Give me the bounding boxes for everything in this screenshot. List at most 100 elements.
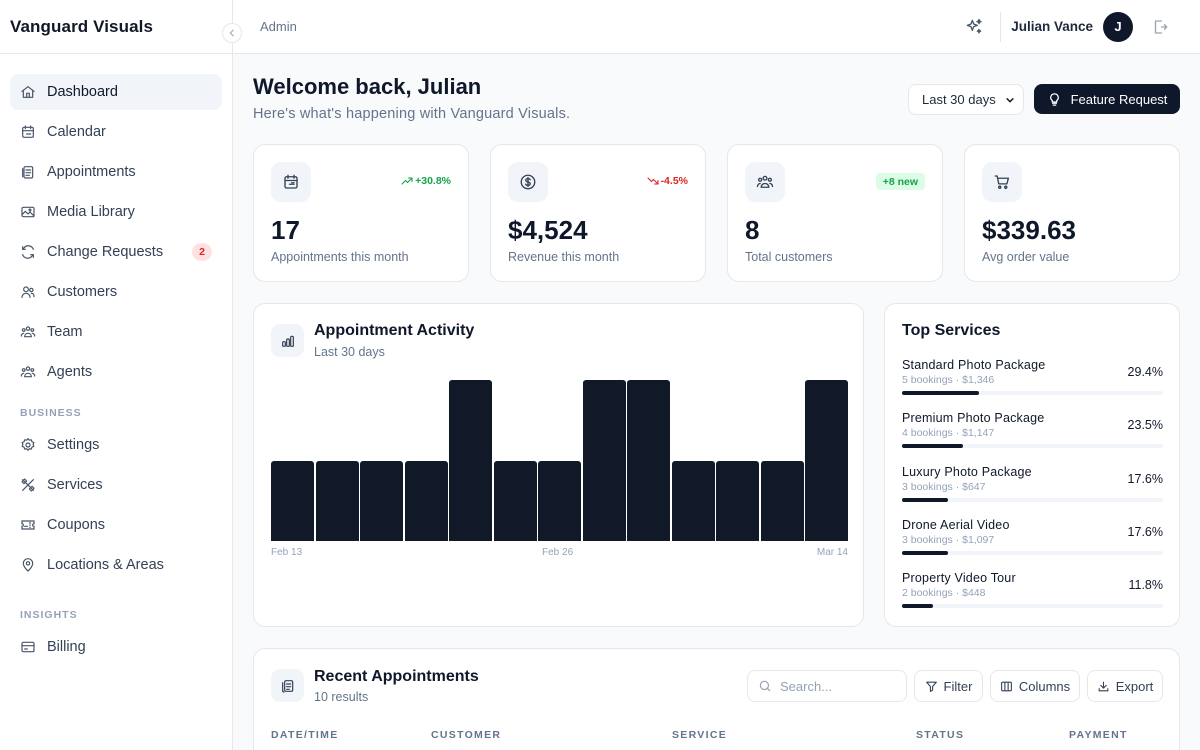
column-header-customer[interactable]: CUSTOMER bbox=[431, 729, 502, 741]
service-name: Luxury Photo Package bbox=[902, 465, 1032, 479]
card-title: Appointment Activity bbox=[314, 322, 475, 339]
sidebar-item-team[interactable]: Team bbox=[10, 314, 222, 350]
chart-bar[interactable] bbox=[449, 380, 492, 541]
service-item[interactable]: Property Video Tour 2 bookings · $448 11… bbox=[902, 571, 1163, 621]
columns-icon bbox=[1000, 680, 1019, 693]
date-range-value: Last 30 days bbox=[922, 92, 996, 107]
stat-card-appointments: +30.8% 17 Appointments this month bbox=[253, 144, 469, 282]
user-name: Julian Vance bbox=[1011, 19, 1093, 34]
sidebar-item-label: Calendar bbox=[47, 124, 106, 140]
chart-bar[interactable] bbox=[538, 460, 581, 541]
chart-bar[interactable] bbox=[627, 380, 670, 541]
sparkle-icon[interactable] bbox=[964, 17, 984, 37]
chart-bar[interactable] bbox=[404, 460, 448, 541]
chevron-left-icon bbox=[227, 28, 237, 38]
chart-bar[interactable] bbox=[671, 460, 715, 541]
progress-fill bbox=[902, 444, 964, 448]
section-label-business: BUSINESS bbox=[20, 407, 82, 419]
trend-value: +30.8% bbox=[415, 175, 451, 187]
sidebar-item-calendar[interactable]: Calendar bbox=[10, 114, 222, 150]
tools-icon bbox=[20, 477, 36, 493]
service-name: Standard Photo Package bbox=[902, 358, 1046, 372]
collapse-sidebar-button[interactable] bbox=[222, 23, 242, 43]
service-item[interactable]: Drone Aerial Video 3 bookings · $1,097 1… bbox=[902, 518, 1163, 568]
column-header-payment[interactable]: PAYMENT bbox=[1069, 729, 1128, 741]
chart-bar[interactable] bbox=[271, 460, 314, 541]
search-placeholder: Search... bbox=[780, 678, 833, 694]
column-header-status[interactable]: STATUS bbox=[916, 729, 965, 741]
sidebar-item-change-requests[interactable]: Change Requests 2 bbox=[10, 234, 222, 270]
stat-value: $4,524 bbox=[508, 215, 588, 245]
sidebar-item-customers[interactable]: Customers bbox=[10, 274, 222, 310]
sidebar-item-settings[interactable]: Settings bbox=[10, 427, 222, 463]
chart-bar[interactable] bbox=[805, 380, 848, 541]
appointment-activity-card: Appointment Activity Last 30 days Feb 13… bbox=[253, 303, 864, 627]
chart-bar[interactable] bbox=[360, 460, 403, 541]
card-title: Recent Appointments bbox=[314, 668, 479, 685]
clipboard-icon bbox=[20, 164, 36, 180]
stat-label: Total customers bbox=[745, 250, 833, 264]
sidebar-item-media-library[interactable]: Media Library bbox=[10, 194, 222, 230]
feature-request-button[interactable]: Feature Request bbox=[1034, 84, 1180, 114]
trend-up: +30.8% bbox=[401, 175, 451, 187]
gear-icon bbox=[20, 437, 36, 453]
service-item[interactable]: Luxury Photo Package 3 bookings · $647 1… bbox=[902, 465, 1163, 515]
export-label: Export bbox=[1115, 678, 1154, 694]
sidebar-item-locations[interactable]: Locations & Areas bbox=[10, 547, 222, 583]
service-name: Property Video Tour bbox=[902, 571, 1016, 585]
stat-value: $339.63 bbox=[982, 215, 1076, 245]
chart-bar[interactable] bbox=[493, 460, 537, 541]
sidebar-item-label: Media Library bbox=[47, 204, 135, 220]
column-header-datetime[interactable]: DATE/TIME bbox=[271, 729, 339, 741]
top-bar: Admin Julian Vance J bbox=[233, 0, 1200, 54]
service-item[interactable]: Standard Photo Package 5 bookings · $1,3… bbox=[902, 358, 1163, 408]
sidebar-item-billing[interactable]: Billing bbox=[10, 629, 222, 665]
top-services-card: Top Services Standard Photo Package 5 bo… bbox=[884, 303, 1180, 627]
sidebar: Vanguard Visuals Dashboard Calendar Appo… bbox=[0, 0, 233, 750]
trend-value: -4.5% bbox=[660, 175, 688, 187]
progress-track bbox=[902, 391, 1163, 395]
sidebar-item-services[interactable]: Services bbox=[10, 467, 222, 503]
progress-fill bbox=[902, 498, 948, 502]
chart-bar[interactable] bbox=[716, 460, 759, 541]
search-input[interactable]: Search... bbox=[747, 670, 907, 702]
service-meta: 5 bookings · $1,346 bbox=[902, 374, 995, 386]
stat-card-avg-order: $339.63 Avg order value bbox=[964, 144, 1180, 282]
columns-button[interactable]: Columns bbox=[990, 670, 1080, 702]
stat-card-revenue: -4.5% $4,524 Revenue this month bbox=[490, 144, 706, 282]
filter-button[interactable]: Filter bbox=[914, 670, 983, 702]
logout-icon[interactable] bbox=[1151, 18, 1169, 36]
agents-icon bbox=[20, 364, 36, 380]
ticket-icon bbox=[20, 517, 36, 533]
chart-bar[interactable] bbox=[582, 380, 626, 541]
home-icon bbox=[20, 84, 36, 100]
chart-bar[interactable] bbox=[760, 460, 804, 541]
chart-bar[interactable] bbox=[315, 460, 359, 541]
sidebar-item-agents[interactable]: Agents bbox=[10, 354, 222, 390]
service-name: Drone Aerial Video bbox=[902, 518, 1010, 532]
card-subtitle: Last 30 days bbox=[314, 345, 385, 359]
sidebar-item-coupons[interactable]: Coupons bbox=[10, 507, 222, 543]
service-name: Premium Photo Package bbox=[902, 411, 1045, 425]
column-header-service[interactable]: SERVICE bbox=[672, 729, 728, 741]
clipboard-icon bbox=[271, 669, 304, 702]
stat-label: Revenue this month bbox=[508, 250, 620, 264]
breadcrumb[interactable]: Admin bbox=[260, 19, 297, 34]
avatar[interactable]: J bbox=[1103, 11, 1133, 42]
sidebar-nav: Dashboard Calendar Appointments Media Li… bbox=[0, 54, 232, 665]
bar-chart-icon bbox=[271, 324, 304, 357]
map-pin-icon bbox=[20, 557, 36, 573]
export-button[interactable]: Export bbox=[1087, 670, 1163, 702]
sidebar-item-dashboard[interactable]: Dashboard bbox=[10, 74, 222, 110]
feature-request-label: Feature Request bbox=[1070, 91, 1168, 107]
sidebar-item-appointments[interactable]: Appointments bbox=[10, 154, 222, 190]
service-meta: 3 bookings · $647 bbox=[902, 481, 986, 493]
trend-down-icon bbox=[647, 176, 661, 186]
service-meta: 2 bookings · $448 bbox=[902, 587, 986, 599]
date-range-select[interactable]: Last 30 days bbox=[908, 84, 1024, 115]
page-title: Welcome back, Julian bbox=[253, 74, 482, 99]
service-item[interactable]: Premium Photo Package 4 bookings · $1,14… bbox=[902, 411, 1163, 461]
main-content: Welcome back, Julian Here's what's happe… bbox=[253, 54, 1180, 750]
team-icon bbox=[20, 324, 36, 340]
brand-name: Vanguard Visuals bbox=[0, 0, 232, 54]
